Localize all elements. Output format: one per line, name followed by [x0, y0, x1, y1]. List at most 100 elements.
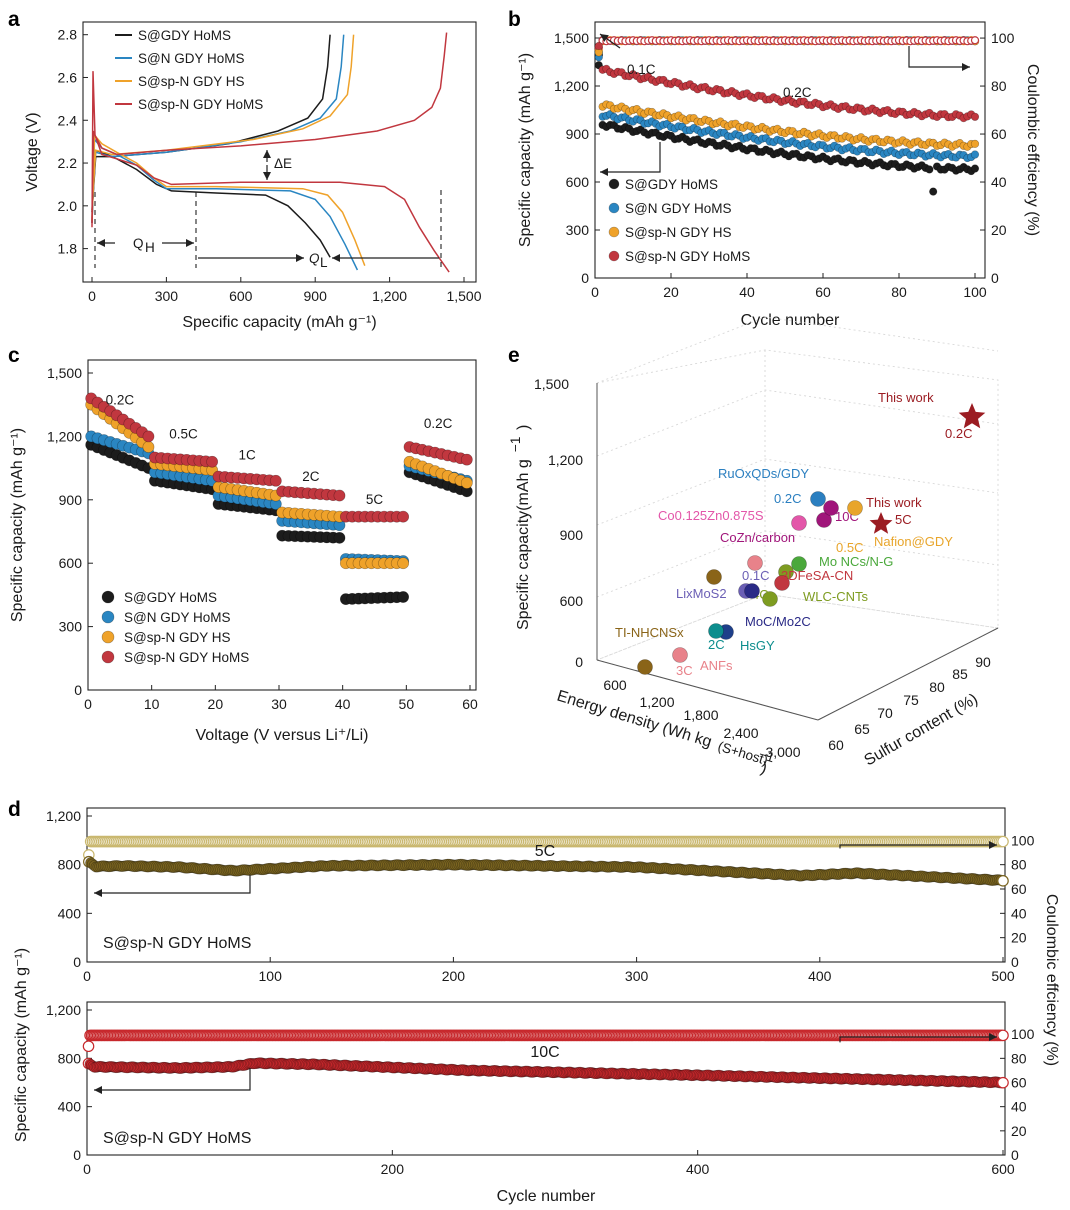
b-capacity-point	[925, 165, 934, 174]
panel-letter-b: b	[508, 8, 521, 31]
e-z-tick-label: 65	[854, 721, 870, 737]
e-reference-sphere-9	[708, 623, 724, 639]
panel-letter-e: e	[508, 344, 520, 367]
c-capacity-point	[269, 474, 282, 487]
a-label-ql: Q	[309, 251, 320, 266]
d-y2label: Coulombic effciency (%)	[1043, 894, 1060, 1066]
a-label-qh: Q	[133, 236, 144, 251]
c-x-tick-label: 30	[271, 696, 287, 712]
b-y-tick-label: 1,500	[554, 30, 589, 46]
e-x-axis	[596, 659, 819, 721]
d2-y2-tick-label: 40	[1011, 1099, 1027, 1115]
a-ylabel: Voltage (V)	[24, 112, 41, 191]
d1-x-tick-label: 0	[83, 968, 91, 984]
d1-y2-tick-label: 0	[1011, 954, 1019, 970]
e-xlabel-sup: −1	[757, 747, 776, 766]
c-x-tick-label: 20	[208, 696, 224, 712]
c-y-tick-label: 900	[59, 492, 83, 508]
c-capacity-point	[142, 441, 155, 453]
b-arrow-to-right-axis-head	[962, 63, 970, 71]
e-z-tick-label: 85	[952, 666, 968, 682]
b-legend-label-3: S@sp-N GDY HoMS	[625, 249, 750, 264]
c-capacity-point	[460, 453, 473, 466]
e-xlabel-close: )	[759, 760, 769, 778]
c-legend-swatch-2	[101, 630, 115, 644]
a-arrow-qh-right-head	[186, 239, 194, 247]
a-x-tick-label: 1,200	[372, 288, 407, 304]
c-x-tick-label: 40	[335, 696, 351, 712]
e-reference-label-10: TI-NHCNSx	[615, 625, 684, 640]
a-curve-discharge-0	[91, 149, 331, 258]
e-ylabel: Specific capacity(mAh g	[515, 459, 532, 630]
c-x-tick-label: 10	[144, 696, 160, 712]
d1-arrow-ce-head	[989, 841, 997, 849]
e-x-tick-label: 1,200	[639, 694, 674, 710]
d1-y-tick-label: 0	[73, 954, 81, 970]
a-y-tick-label: 2.8	[58, 27, 78, 43]
e-reference-sphere-6	[762, 591, 778, 607]
c-capacity-point	[397, 510, 410, 523]
e-y-tick-label: 1,500	[534, 376, 569, 392]
b-capacity-point	[929, 187, 938, 196]
d2-arrow-capacity-head	[94, 1086, 102, 1094]
e-reference-label-7: LixMoS2	[676, 586, 727, 601]
e-star-this-work-02c	[958, 403, 986, 429]
d2-x-tick-label: 400	[686, 1161, 710, 1177]
d2-y2-tick-label: 60	[1011, 1075, 1027, 1091]
panel-letter-c: c	[8, 344, 20, 367]
d1-x-tick-label: 100	[259, 968, 283, 984]
e-reference-rate-7: 0.1C	[742, 568, 769, 583]
b-capacity-point	[970, 150, 980, 159]
c-legend-label-2: S@sp-N GDY HS	[124, 630, 230, 645]
c-legend-swatch-0	[101, 590, 115, 604]
a-curve-charge-0	[91, 34, 331, 213]
panel-d-shared-labels: Specific capacity (mAh g⁻¹) Coulombic ef…	[13, 894, 1060, 1142]
a-legend-label-3: S@sp-N GDY HoMS	[138, 97, 263, 112]
a-legend-label-2: S@sp-N GDY HS	[138, 74, 244, 89]
c-capacity-point	[206, 455, 219, 468]
a-arrow-ql-right-head	[332, 254, 340, 262]
c-rate-label-1: 0.5C	[169, 427, 198, 442]
e-z-tick-label: 90	[975, 654, 991, 670]
e-star-this-work-5c	[869, 512, 893, 534]
c-rate-label-0: 0.2C	[106, 393, 135, 408]
a-label-ql-sub: L	[320, 255, 328, 270]
e-label-this-work-rate: 5C	[895, 512, 912, 527]
d2-y-tick-label: 0	[73, 1147, 81, 1163]
plot-frame	[82, 21, 477, 283]
b-y-tick-label: 0	[581, 270, 589, 286]
panel-letter-d: d	[8, 798, 21, 821]
e-reference-sphere-2	[823, 500, 839, 516]
b-legend-swatch-3	[608, 250, 620, 262]
c-y-tick-label: 600	[59, 555, 83, 571]
e-label-this-work-rate: 0.2C	[945, 426, 972, 441]
e-reference-rate-3: 0.5C	[836, 540, 863, 555]
d1-arrow-ce	[839, 844, 997, 849]
a-delta-arrow-up-head	[263, 150, 271, 158]
b-y2-tick-label: 0	[991, 270, 999, 286]
e-reference-label-4: Mo NCs/N-G	[819, 554, 893, 569]
e-reference-label-11: ANFs	[700, 658, 733, 673]
e-reference-rate-9: 2C	[708, 637, 725, 652]
a-legend-label-0: S@GDY HoMS	[138, 28, 231, 43]
d2-xlabel: Cycle number	[497, 1188, 596, 1205]
e-reference-label-9: HsGY	[740, 638, 775, 653]
e-reference-rate-11: 3C	[676, 663, 693, 678]
panel-c-rate: 0 10 20 30 40 50 6003006009001,2001,500Voltage…	[9, 359, 478, 744]
e-reference-label-2: CoZn/carbon	[720, 530, 795, 545]
b-capacity-point	[970, 139, 980, 148]
d2-arrow-ce-head	[989, 1033, 997, 1041]
a-curve-discharge-2	[91, 133, 366, 266]
d1-x-tick-label: 300	[625, 968, 649, 984]
e-z-tick-label: 60	[828, 737, 844, 753]
b-legend-swatch-1	[608, 202, 620, 214]
d2-y-tick-label: 1,200	[46, 1002, 81, 1018]
e-grid-line	[596, 389, 999, 457]
panel-b-cycling: 0 20 40 60 80 10003006009001,2001,50002040608…	[517, 21, 1041, 329]
d2-y2-tick-label: 80	[1011, 1050, 1027, 1066]
e-label-this-work: This work	[878, 390, 934, 405]
c-rate-label-4: 5C	[366, 492, 384, 507]
d2-arrow-capacity	[94, 1068, 251, 1091]
d1-y2-tick-label: 20	[1011, 930, 1027, 946]
